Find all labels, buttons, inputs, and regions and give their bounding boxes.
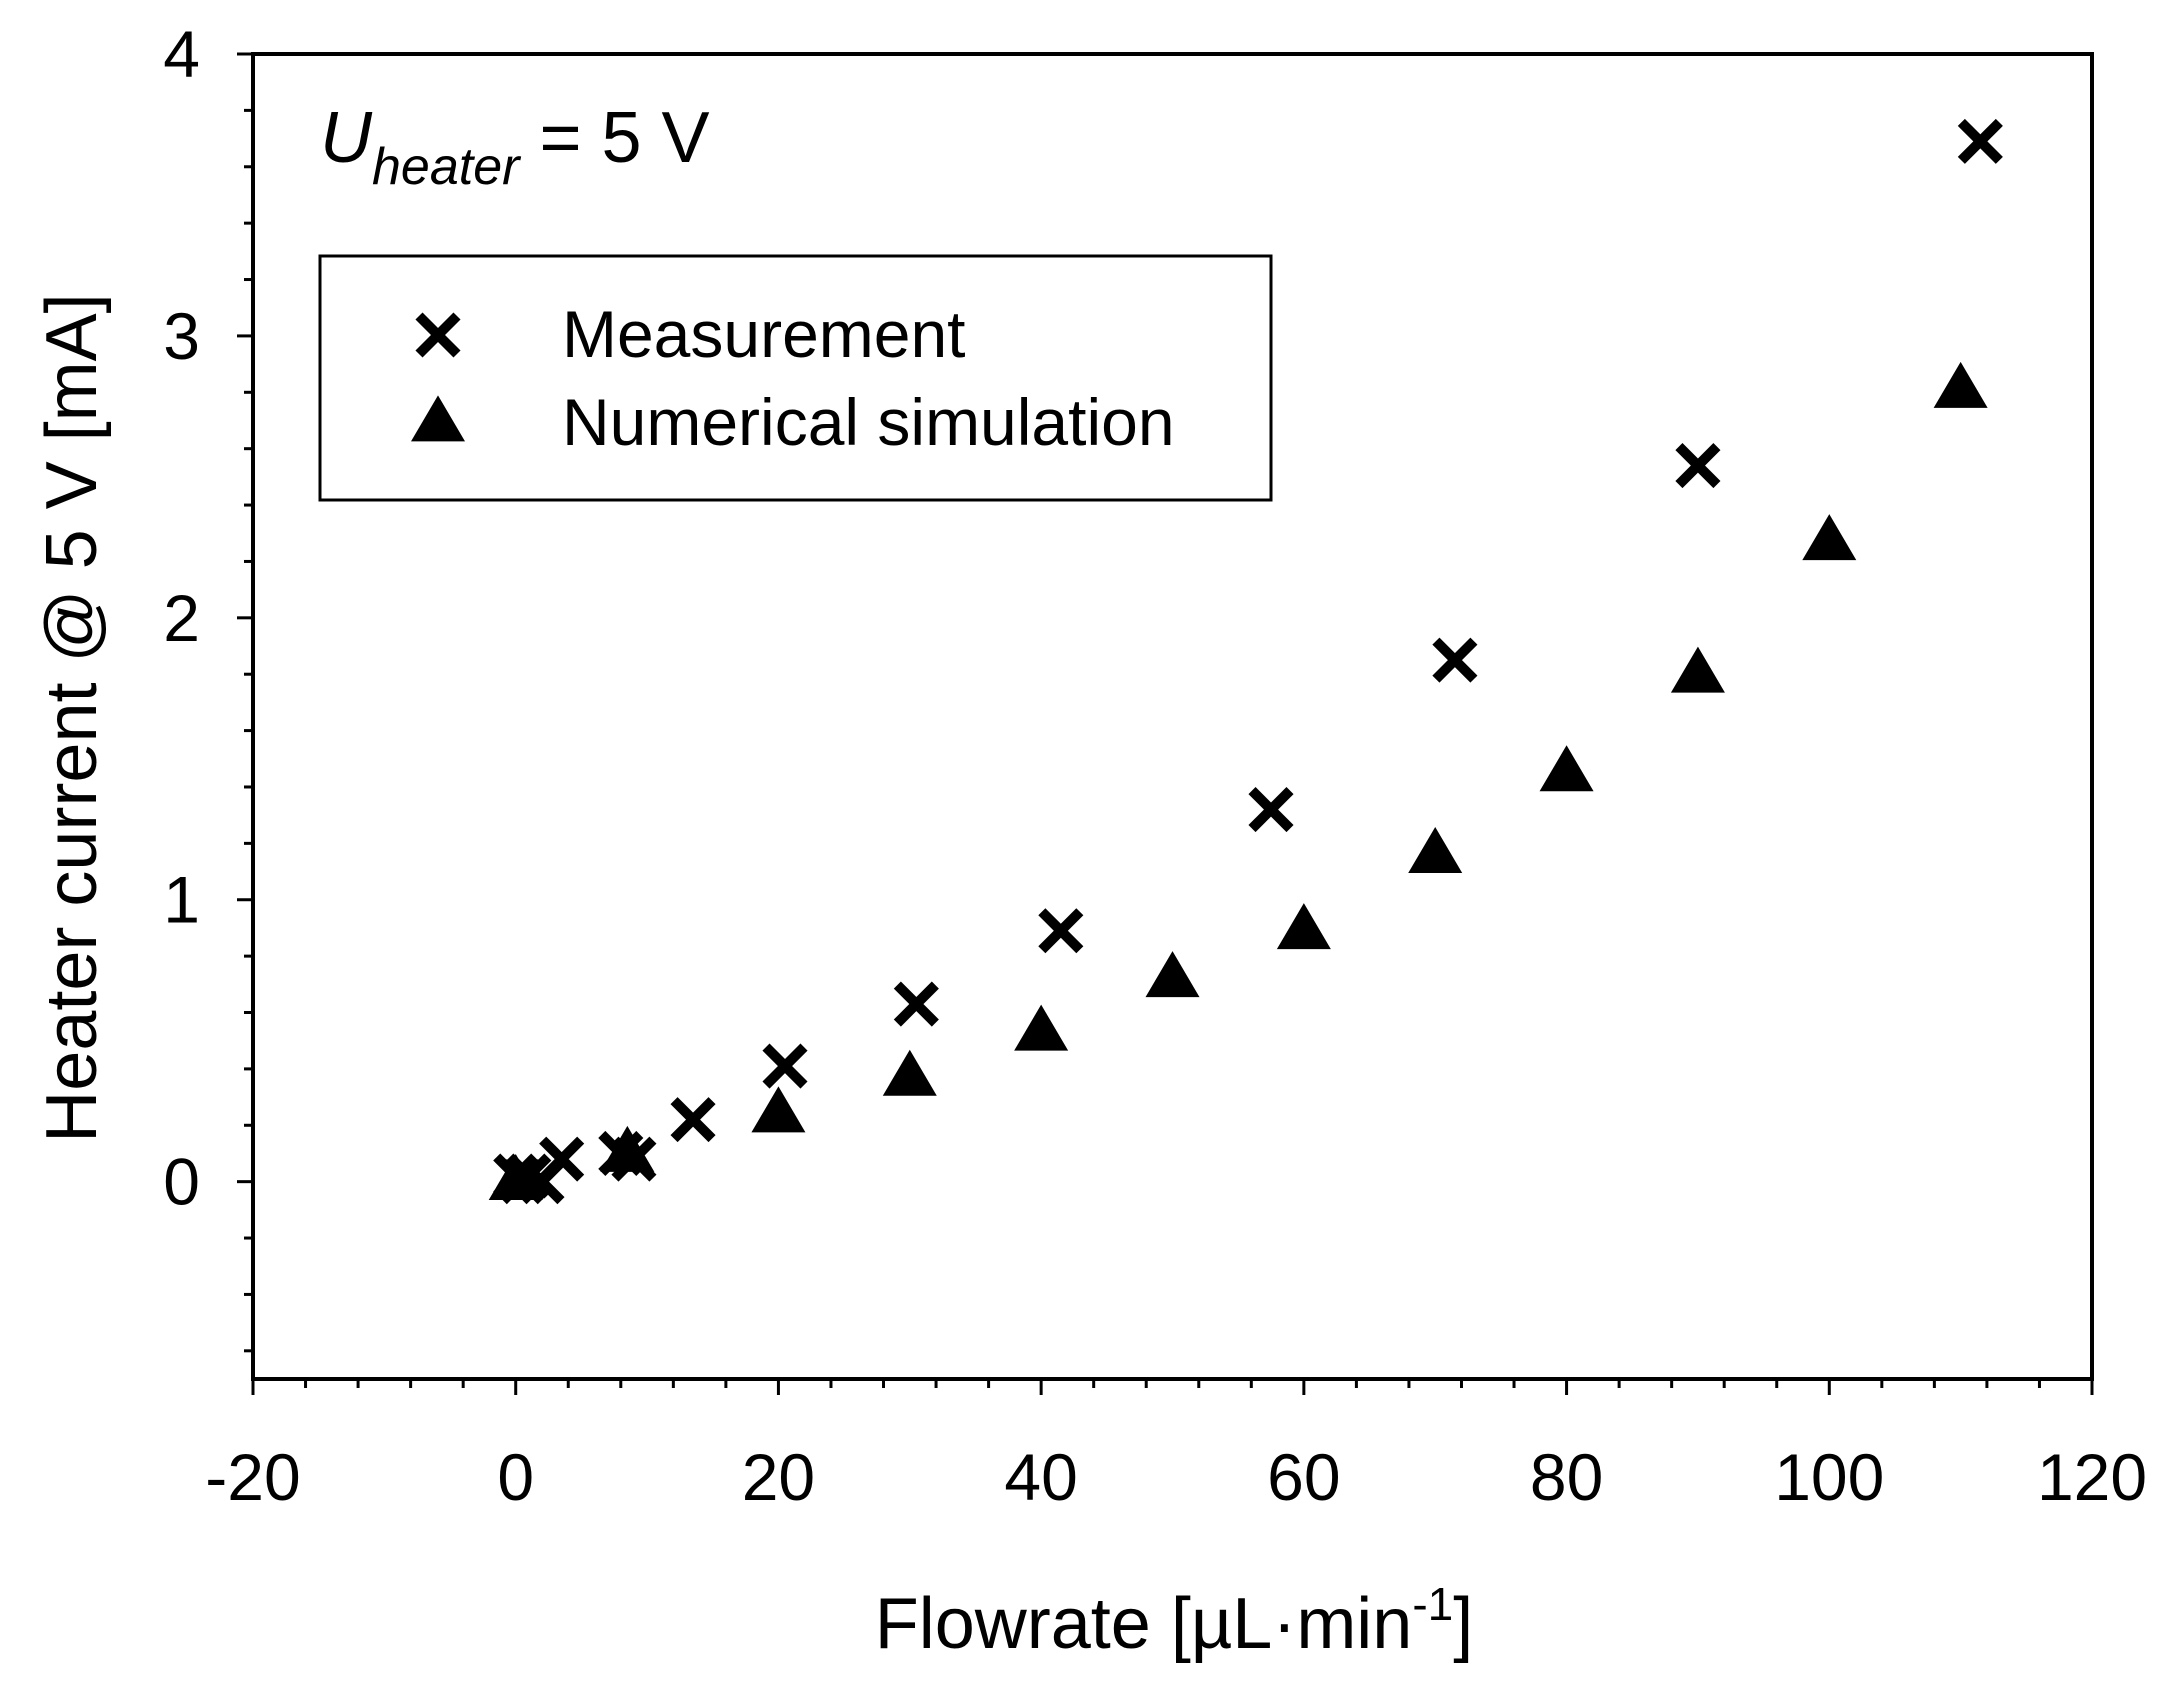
measurement-point <box>1675 443 1721 489</box>
plot-frame <box>251 52 2094 1381</box>
tick-labels: -20 0 20 40 60 80 100 120 0 1 2 3 4 <box>163 17 2147 1514</box>
legend-triangle-icon <box>411 395 465 442</box>
cross-stroke <box>539 1136 585 1182</box>
simulation-point <box>1408 827 1463 874</box>
measurement-point <box>539 1136 585 1182</box>
simulation-point <box>1539 745 1594 792</box>
heater-voltage-annotation: Uheater = 5 V <box>320 98 710 196</box>
cross-stroke <box>1432 637 1478 683</box>
x-axis-title-superscript: -1 <box>1412 1578 1453 1630</box>
x-tick-label: -20 <box>205 1440 300 1514</box>
measurement-point <box>1038 908 1084 954</box>
annotation-subscript: heater <box>372 138 522 196</box>
x-tick-label: 100 <box>1774 1440 1884 1514</box>
x-axis-title-text: Flowrate [µL·min <box>875 1584 1413 1664</box>
simulation-point <box>488 1154 543 1201</box>
annotation-variable: U <box>320 98 373 178</box>
axis-ticks <box>237 52 2094 1395</box>
x-tick-label: 80 <box>1530 1440 1603 1514</box>
y-tick-label: 2 <box>163 581 200 655</box>
legend-label-measurement: Measurement <box>562 297 966 371</box>
simulation-point <box>600 1125 655 1172</box>
measurement-point <box>670 1097 716 1143</box>
measurement-point <box>1432 637 1478 683</box>
annotation-rest: = 5 V <box>519 98 709 178</box>
data-marks <box>488 118 2003 1205</box>
legend-cross-icon <box>415 312 461 358</box>
cross-stroke <box>893 981 939 1027</box>
y-tick-label: 1 <box>163 863 200 937</box>
simulation-point <box>1276 903 1331 950</box>
cross-stroke <box>1957 118 2003 164</box>
x-tick-label: 0 <box>497 1440 534 1514</box>
cross-stroke <box>1675 443 1721 489</box>
y-axis-title: Heater current @ 5 V [mA] <box>32 293 112 1142</box>
x-axis-title-close: ] <box>1453 1584 1473 1664</box>
x-axis-title: Flowrate [µL·min-1] <box>875 1578 1474 1664</box>
legend-box <box>318 254 1273 502</box>
cross-stroke <box>1248 786 1294 833</box>
legend-marker-simulation <box>411 395 465 442</box>
simulation-point <box>1933 361 1988 408</box>
cross-stroke <box>670 1097 716 1143</box>
cross-stroke <box>1038 908 1084 954</box>
legend-label-simulation: Numerical simulation <box>562 385 1175 459</box>
y-tick-label: 0 <box>163 1145 200 1219</box>
cross-stroke <box>415 312 461 358</box>
measurement-point <box>1248 786 1294 833</box>
x-tick-label: 20 <box>742 1440 815 1514</box>
simulation-point <box>1145 951 1200 998</box>
x-tick-label: 40 <box>1004 1440 1077 1514</box>
legend-marker-measurement <box>415 312 461 358</box>
measurement-point <box>1957 118 2003 164</box>
y-tick-label: 4 <box>163 17 200 91</box>
measurement-point <box>762 1043 808 1089</box>
simulation-point <box>1670 646 1725 693</box>
x-tick-label: 120 <box>2037 1440 2147 1514</box>
axes <box>251 52 2094 1381</box>
simulation-point <box>882 1049 937 1096</box>
y-tick-label: 3 <box>163 299 200 373</box>
legend: Measurement Numerical simulation <box>318 254 1273 502</box>
simulation-point <box>1802 514 1857 561</box>
simulation-point <box>751 1086 806 1133</box>
x-tick-label: 60 <box>1267 1440 1340 1514</box>
measurement-point <box>893 981 939 1027</box>
cross-stroke <box>762 1043 808 1089</box>
simulation-point <box>1014 1004 1069 1051</box>
